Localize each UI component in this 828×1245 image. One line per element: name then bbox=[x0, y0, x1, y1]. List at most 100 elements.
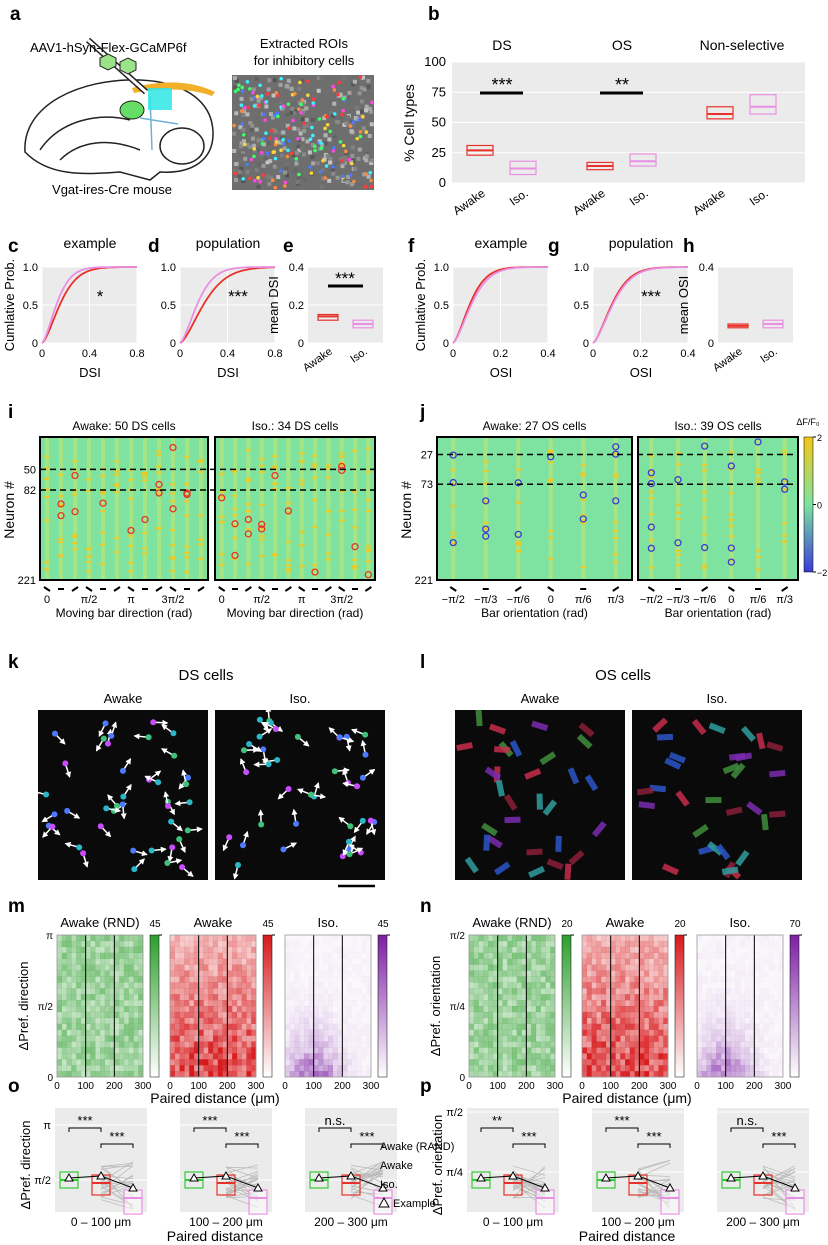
density-cell bbox=[469, 982, 474, 989]
density-cell bbox=[246, 976, 252, 983]
image-texture bbox=[282, 170, 287, 175]
density-cell bbox=[648, 1029, 654, 1036]
image-texture bbox=[305, 139, 310, 144]
density-cell bbox=[251, 940, 257, 948]
density-cell bbox=[76, 970, 82, 977]
x-tick-label: π/6 bbox=[750, 594, 767, 606]
density-cell bbox=[701, 946, 707, 953]
image-texture bbox=[290, 102, 295, 107]
density-cell bbox=[629, 935, 635, 942]
density-cell bbox=[711, 946, 717, 953]
image-texture bbox=[300, 137, 305, 142]
density-cell bbox=[759, 1053, 765, 1060]
cell bbox=[102, 720, 109, 727]
density-cell bbox=[716, 958, 722, 965]
density-cell bbox=[663, 946, 669, 953]
density-cell bbox=[512, 982, 517, 989]
density-cell bbox=[512, 1029, 517, 1036]
density-cell bbox=[545, 952, 551, 959]
density-cell bbox=[512, 935, 517, 942]
heatmap-spot bbox=[450, 535, 457, 538]
density-cell bbox=[596, 1071, 602, 1078]
density-cell bbox=[483, 994, 489, 1001]
roi bbox=[328, 129, 333, 134]
density-cell bbox=[251, 1065, 257, 1072]
density-cell bbox=[473, 1023, 479, 1030]
image-texture bbox=[257, 137, 262, 142]
density-cell bbox=[735, 1053, 741, 1060]
density-cell bbox=[697, 959, 702, 965]
pair-line bbox=[225, 1170, 259, 1183]
density-cell bbox=[323, 1047, 329, 1054]
density-cell bbox=[114, 976, 120, 983]
heatmap-spot bbox=[170, 492, 176, 495]
density-cell bbox=[222, 988, 228, 995]
density-cell bbox=[100, 1059, 105, 1066]
density-cell bbox=[521, 1006, 527, 1013]
density-cell bbox=[189, 1065, 195, 1072]
density-cell bbox=[773, 946, 779, 953]
density-cell bbox=[610, 994, 616, 1001]
density-cell bbox=[356, 1047, 362, 1054]
panel-subtitle: Awake bbox=[104, 691, 143, 706]
density-cell bbox=[189, 1000, 195, 1007]
roi bbox=[276, 93, 280, 98]
density-cell bbox=[773, 988, 779, 995]
density-cell bbox=[332, 1029, 338, 1036]
density-cell bbox=[763, 952, 769, 959]
virus-icon bbox=[119, 57, 137, 75]
heatmap-spot bbox=[755, 556, 761, 559]
panel-label: i bbox=[8, 402, 13, 423]
heatmap-spot bbox=[100, 492, 106, 495]
density-cell bbox=[658, 1023, 664, 1030]
density-cell bbox=[85, 982, 91, 989]
heatmap-spot bbox=[198, 470, 204, 473]
density-cell bbox=[625, 988, 630, 995]
orientation-bar bbox=[483, 834, 491, 851]
y-tick-label: 82 bbox=[24, 485, 36, 497]
heatmap-stripe bbox=[581, 437, 586, 580]
density-cell bbox=[119, 1059, 125, 1066]
density-cell bbox=[332, 946, 338, 953]
density-cell bbox=[361, 1000, 367, 1007]
roi bbox=[311, 97, 316, 102]
density-cell bbox=[763, 946, 769, 953]
density-cell bbox=[759, 947, 764, 953]
density-cell bbox=[629, 946, 635, 953]
density-cell bbox=[318, 982, 324, 989]
density-cell bbox=[711, 958, 717, 965]
density-cell bbox=[304, 935, 309, 941]
density-cell bbox=[488, 1059, 494, 1066]
density-cell bbox=[469, 1059, 474, 1066]
density-cell bbox=[469, 940, 474, 948]
image-texture bbox=[252, 143, 257, 148]
roi bbox=[325, 122, 330, 127]
cell bbox=[171, 752, 178, 759]
heatmap-spot bbox=[142, 479, 148, 482]
density-cell bbox=[227, 982, 233, 989]
density-cell bbox=[289, 1035, 295, 1042]
density-cell bbox=[483, 1065, 489, 1072]
density-cell bbox=[351, 1011, 357, 1019]
heatmap-spot bbox=[156, 527, 162, 530]
image-texture bbox=[265, 160, 270, 165]
density-cell bbox=[251, 1053, 257, 1060]
density-cell bbox=[497, 1000, 503, 1007]
density-cell bbox=[473, 940, 479, 948]
density-cell bbox=[232, 1023, 238, 1030]
density-cell bbox=[658, 1035, 664, 1042]
density-cell bbox=[351, 935, 357, 942]
heatmap-spot bbox=[365, 447, 372, 450]
heatmap-spot bbox=[44, 488, 50, 491]
roi bbox=[249, 157, 254, 162]
density-cell bbox=[706, 1071, 712, 1078]
response-marker bbox=[71, 471, 79, 480]
density-cell bbox=[706, 1029, 712, 1036]
heatmap-spot bbox=[184, 556, 190, 559]
summary-box bbox=[660, 1189, 680, 1215]
density-cell bbox=[497, 952, 503, 959]
density-cell bbox=[478, 1059, 484, 1066]
density-cell bbox=[540, 940, 546, 948]
density-cell bbox=[521, 982, 527, 989]
density-cell bbox=[128, 958, 134, 965]
